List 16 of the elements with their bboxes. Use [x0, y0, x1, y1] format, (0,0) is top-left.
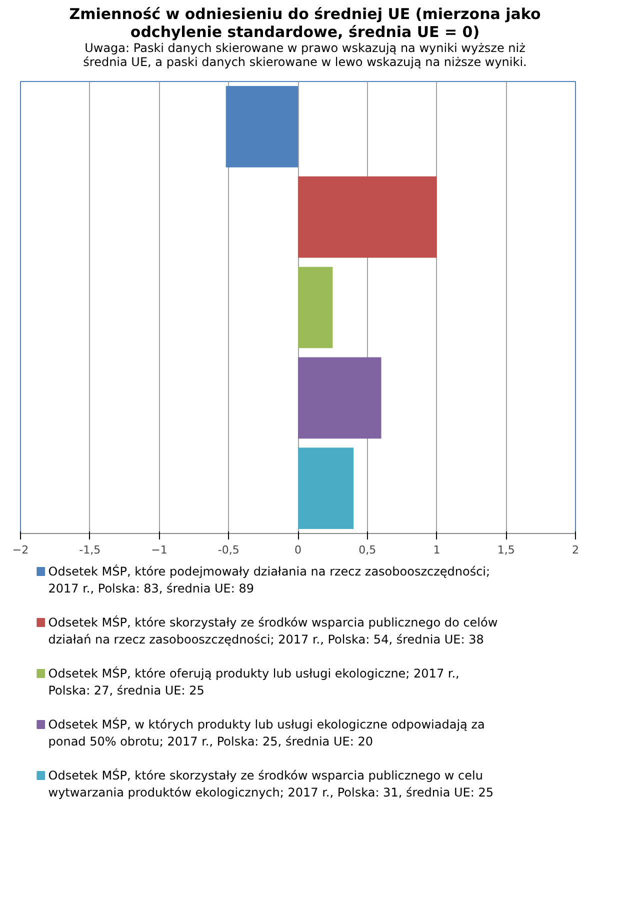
x-tick-label: -0,5 — [218, 544, 240, 557]
x-tick-label: 1 — [433, 544, 440, 557]
legend-label: Odsetek MŚP, które skorzystały ze środków wsparcia publicznego w celu wytwarzania produktów ekologicznych; 2017 r., Polska: 31, średnia UE: 25 — [48, 768, 494, 800]
x-tick-label: −2 — [12, 544, 29, 557]
x-tick-label: 0,5 — [358, 544, 376, 557]
x-tick-label: −1 — [151, 544, 168, 557]
legend-label: Odsetek MŚP, które skorzystały ze środków wsparcia publicznego do celów działań na rzecz zasobooszczędności; 2017 r., Polska: 54, średnia UE: 38 — [48, 614, 498, 647]
chart-subtitle: Uwaga: Paski danych skierowane w prawo wskazują na wyniki wyższe niż średnia UE, a paski danych skierowane w lewo wskazują na niższe wyniki. — [82, 41, 528, 69]
legend-label: Odsetek MŚP, w których produkty lub usługi ekologiczne odpowiadają za ponad 50% obrotu; 2017 r., Polska: 25, średnia UE: 20 — [48, 716, 485, 749]
x-tick-label: 1,5 — [497, 544, 515, 557]
legend-label: Odsetek MŚP, które oferują produkty lub usługi ekologiczne; 2017 r., Polska: 27, średnia UE: 25 — [48, 666, 460, 698]
legend-label: Odsetek MŚP, które podejmowały działania na rzecz zasobooszczędności; 2017 r., Polska: 83, średnia UE: 89 — [48, 564, 490, 596]
chart-title: Zmienność w odniesieniu do średniej UE (mierzona jako odchylenie standardowe, średnia UE = 0) — [68, 5, 542, 41]
x-tick-label: -1,5 — [79, 544, 101, 557]
x-tick-label: 0 — [294, 544, 302, 557]
x-tick-label: 2 — [572, 544, 579, 557]
